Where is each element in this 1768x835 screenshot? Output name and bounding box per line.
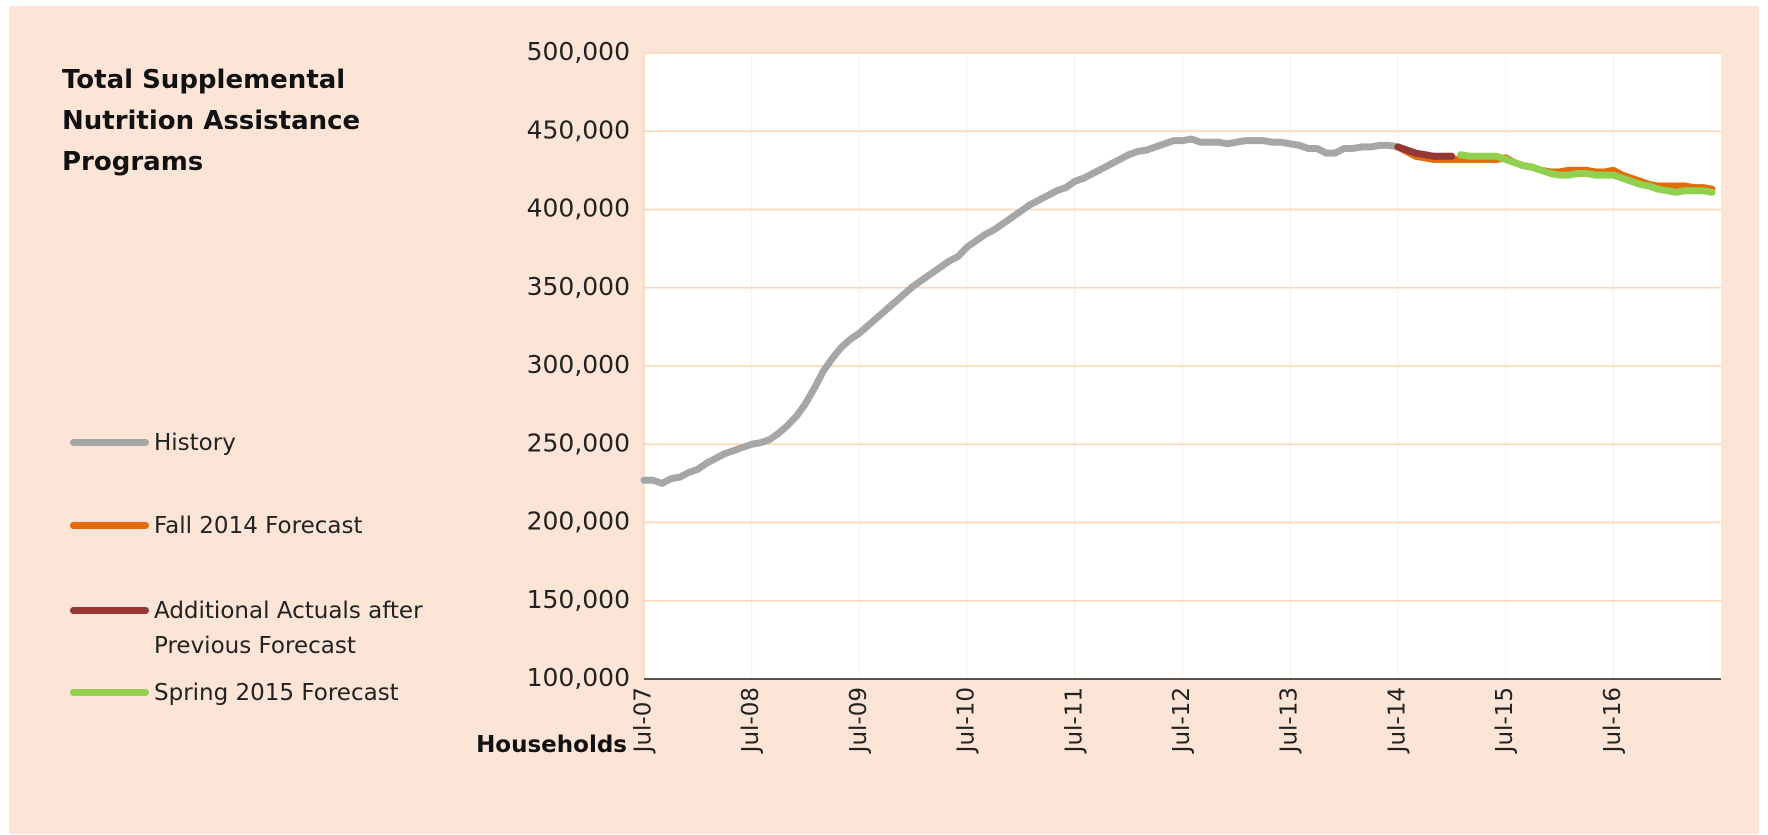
x-tick-label: Jul-15 [1492, 687, 1518, 754]
legend-label: Spring 2015 Forecast [154, 680, 399, 706]
legend-item: Spring 2015 Forecast [70, 676, 494, 711]
y-tick-label: 400,000 [527, 194, 630, 223]
legend-swatch [70, 522, 149, 529]
series-line [640, 135, 1402, 487]
legend-label: History [154, 430, 236, 456]
series-line [1394, 143, 1456, 160]
y-tick-label: 250,000 [527, 428, 630, 457]
legend-item: History [70, 426, 494, 461]
y-tick-label: 150,000 [527, 585, 630, 614]
y-tick-label: 450,000 [527, 115, 630, 144]
x-tick-label: Jul-14 [1384, 687, 1410, 754]
x-tick-label: Jul-12 [1169, 687, 1195, 754]
legend-swatch [70, 689, 149, 696]
y-tick-label: 500,000 [527, 37, 630, 66]
x-tick-label: Jul-10 [954, 687, 980, 754]
y-tick-label: 100,000 [527, 663, 630, 692]
legend-label: Fall 2014 Forecast [154, 513, 363, 539]
x-tick-label: Jul-09 [846, 687, 872, 754]
legend-swatch [70, 439, 149, 446]
x-tick-label: Jul-11 [1061, 687, 1087, 754]
chart-title: Total Supplemental Nutrition Assistance … [62, 65, 361, 177]
legend-label: Additional Actuals after Previous Foreca… [154, 598, 423, 659]
x-tick-label: Jul-07 [631, 687, 657, 754]
x-tick-label: Jul-13 [1277, 687, 1303, 754]
x-tick-label: Jul-16 [1600, 687, 1626, 754]
series-line [1457, 151, 1716, 196]
y-tick-label: 200,000 [527, 507, 630, 536]
legend-item: Additional Actuals after Previous Foreca… [70, 594, 494, 664]
legend-item: Fall 2014 Forecast [70, 509, 494, 544]
legend-swatch [70, 607, 149, 614]
x-tick-label: Jul-08 [738, 687, 764, 754]
y-axis-label: Households [476, 732, 627, 758]
y-tick-label: 300,000 [527, 350, 630, 379]
y-tick-label: 350,000 [527, 272, 630, 301]
